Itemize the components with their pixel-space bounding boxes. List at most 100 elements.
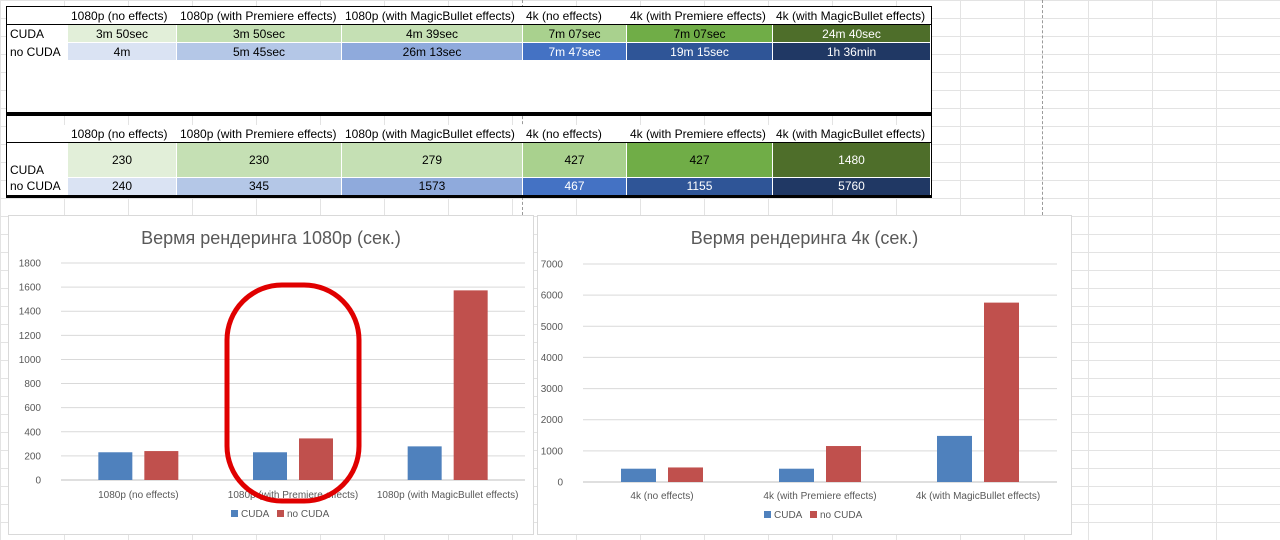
column-header[interactable]: 4k (no effects)	[522, 125, 627, 143]
corner-cell[interactable]	[6, 125, 68, 143]
legend-swatch	[231, 510, 238, 517]
table-row-cuda: CUDA 3m 50sec 3m 50sec 4m 39sec 7m 07sec…	[7, 24, 931, 43]
y-tick-label: 800	[24, 379, 41, 390]
bar-nocuda	[826, 446, 861, 482]
page-break-line	[1042, 0, 1043, 215]
empty-row	[7, 61, 931, 79]
y-tick-label: 0	[557, 478, 563, 489]
column-header[interactable]: 4k (with MagicBullet effects)	[772, 125, 931, 143]
seconds-cell[interactable]: 5760	[772, 177, 931, 197]
legend-label: CUDA	[241, 509, 270, 520]
time-cell[interactable]: 26m 13sec	[341, 42, 523, 61]
column-header[interactable]: 4k (with Premiere effects)	[626, 125, 773, 143]
table-header-row: 1080p (no effects) 1080p (with Premiere …	[6, 125, 931, 143]
legend-swatch	[277, 510, 284, 517]
y-tick-label: 200	[24, 451, 41, 462]
bar-cuda	[621, 468, 656, 482]
bar-cuda	[253, 452, 287, 480]
bar-nocuda	[668, 467, 703, 482]
time-cell[interactable]: 19m 15sec	[626, 42, 773, 61]
chart-title: Вермя рендеринга 1080p (сек.)	[141, 228, 401, 248]
time-cell[interactable]: 4m	[67, 42, 177, 61]
empty-row	[6, 96, 931, 116]
row-label[interactable]: no CUDA	[10, 44, 61, 59]
y-tick-label: 4000	[541, 353, 564, 364]
row-label[interactable]: CUDA	[10, 26, 45, 41]
time-cell[interactable]: 4m 39sec	[341, 24, 523, 43]
y-tick-label: 400	[24, 427, 41, 438]
seconds-cell[interactable]: 279	[341, 142, 523, 178]
x-category-label: 1080p (with Premiere effects)	[228, 490, 358, 501]
column-header[interactable]: 1080p (with Premiere effects)	[176, 7, 342, 25]
row-label[interactable]: CUDA	[10, 163, 45, 177]
chart-4k[interactable]: Вермя рендеринга 4к (сек.) 0 1000 2000 3000…	[537, 215, 1072, 535]
y-tick-label: 2000	[541, 415, 564, 426]
time-cell[interactable]: 3m 50sec	[176, 24, 342, 43]
bar-nocuda	[984, 302, 1019, 482]
column-header[interactable]: 4k (with Premiere effects)	[626, 7, 773, 25]
render-seconds-table: 1080p (no effects) 1080p (with Premiere …	[6, 125, 931, 197]
table-row-nocuda: no CUDA 240 345 1573 467 1155 5760	[6, 177, 931, 197]
y-tick-label: 1000	[541, 446, 564, 457]
seconds-cell[interactable]: 427	[522, 142, 627, 178]
table-header-row: 1080p (no effects) 1080p (with Premiere …	[6, 7, 931, 25]
bar-nocuda	[299, 438, 333, 480]
column-header[interactable]: 4k (no effects)	[522, 7, 627, 25]
row-label[interactable]: no CUDA	[6, 177, 68, 197]
bar-cuda	[937, 435, 972, 482]
seconds-cell[interactable]: 240	[67, 177, 177, 197]
y-tick-label: 7000	[541, 260, 564, 271]
y-tick-label: 1200	[19, 331, 42, 342]
bar-cuda	[98, 452, 133, 480]
y-tick-label: 600	[24, 403, 41, 414]
corner-cell[interactable]	[6, 7, 68, 25]
chart-title: Вермя рендеринга 4к (сек.)	[690, 228, 919, 248]
column-header[interactable]: 1080p (with MagicBullet effects)	[341, 7, 523, 25]
time-cell[interactable]: 24m 40sec	[772, 24, 931, 43]
seconds-cell[interactable]: 1480	[772, 142, 931, 178]
seconds-cell[interactable]: 467	[522, 177, 627, 197]
time-cell[interactable]: 7m 07sec	[522, 24, 627, 43]
legend-swatch	[764, 511, 771, 518]
x-category-label: 1080p (no effects)	[98, 490, 178, 501]
legend-label: CUDA	[774, 510, 803, 521]
render-time-table: 1080p (no effects) 1080p (with Premiere …	[6, 7, 931, 116]
time-cell[interactable]: 7m 07sec	[626, 24, 773, 43]
y-tick-label: 3000	[541, 384, 564, 395]
x-category-label: 4k (no effects)	[630, 491, 693, 502]
y-tick-label: 1800	[19, 259, 42, 270]
chart-4k-plot: 0 1000 2000 3000 4000 5000 6000 7000 4k (no effe…	[541, 260, 1057, 521]
y-tick-label: 1400	[19, 307, 42, 318]
highlight-oval	[224, 282, 362, 504]
time-cell[interactable]: 5m 45sec	[176, 42, 342, 61]
column-header[interactable]: 1080p (with MagicBullet effects)	[341, 125, 523, 143]
seconds-cell[interactable]: 1155	[626, 177, 773, 197]
seconds-cell[interactable]: 230	[176, 142, 342, 178]
bar-nocuda	[144, 451, 179, 480]
legend-label: no CUDA	[287, 509, 330, 520]
y-tick-label: 1600	[19, 283, 42, 294]
chart-1080p[interactable]: Вермя рендеринга 1080p (сек.) 0 200 400 600…	[8, 215, 534, 535]
y-tick-label: 6000	[541, 291, 564, 302]
time-cell[interactable]: 3m 50sec	[67, 24, 177, 43]
column-header[interactable]: 1080p (no effects)	[67, 125, 177, 143]
time-cell[interactable]: 7m 47sec	[522, 42, 627, 61]
column-header[interactable]: 1080p (with Premiere effects)	[176, 125, 342, 143]
seconds-cell[interactable]: 345	[176, 177, 342, 197]
seconds-cell[interactable]: 1573	[341, 177, 523, 197]
bar-nocuda	[453, 290, 488, 480]
column-header[interactable]: 1080p (no effects)	[67, 7, 177, 25]
seconds-cell[interactable]: 230	[67, 142, 177, 178]
seconds-cell[interactable]: 427	[626, 142, 773, 178]
table-row-cuda: CUDA 230 230 279 427 427 1480	[7, 142, 931, 178]
y-tick-label: 5000	[541, 322, 564, 333]
empty-row	[7, 79, 931, 97]
bar-cuda	[779, 468, 814, 482]
y-tick-label: 1000	[19, 355, 42, 366]
column-header[interactable]: 4k (with MagicBullet effects)	[772, 7, 931, 25]
x-category-label: 4k (with Premiere effects)	[763, 491, 876, 502]
legend-label: no CUDA	[820, 510, 863, 521]
time-cell[interactable]: 1h 36min	[772, 42, 931, 61]
y-tick-label: 0	[35, 476, 41, 487]
x-category-label: 4k (with MagicBullet effects)	[916, 491, 1040, 502]
